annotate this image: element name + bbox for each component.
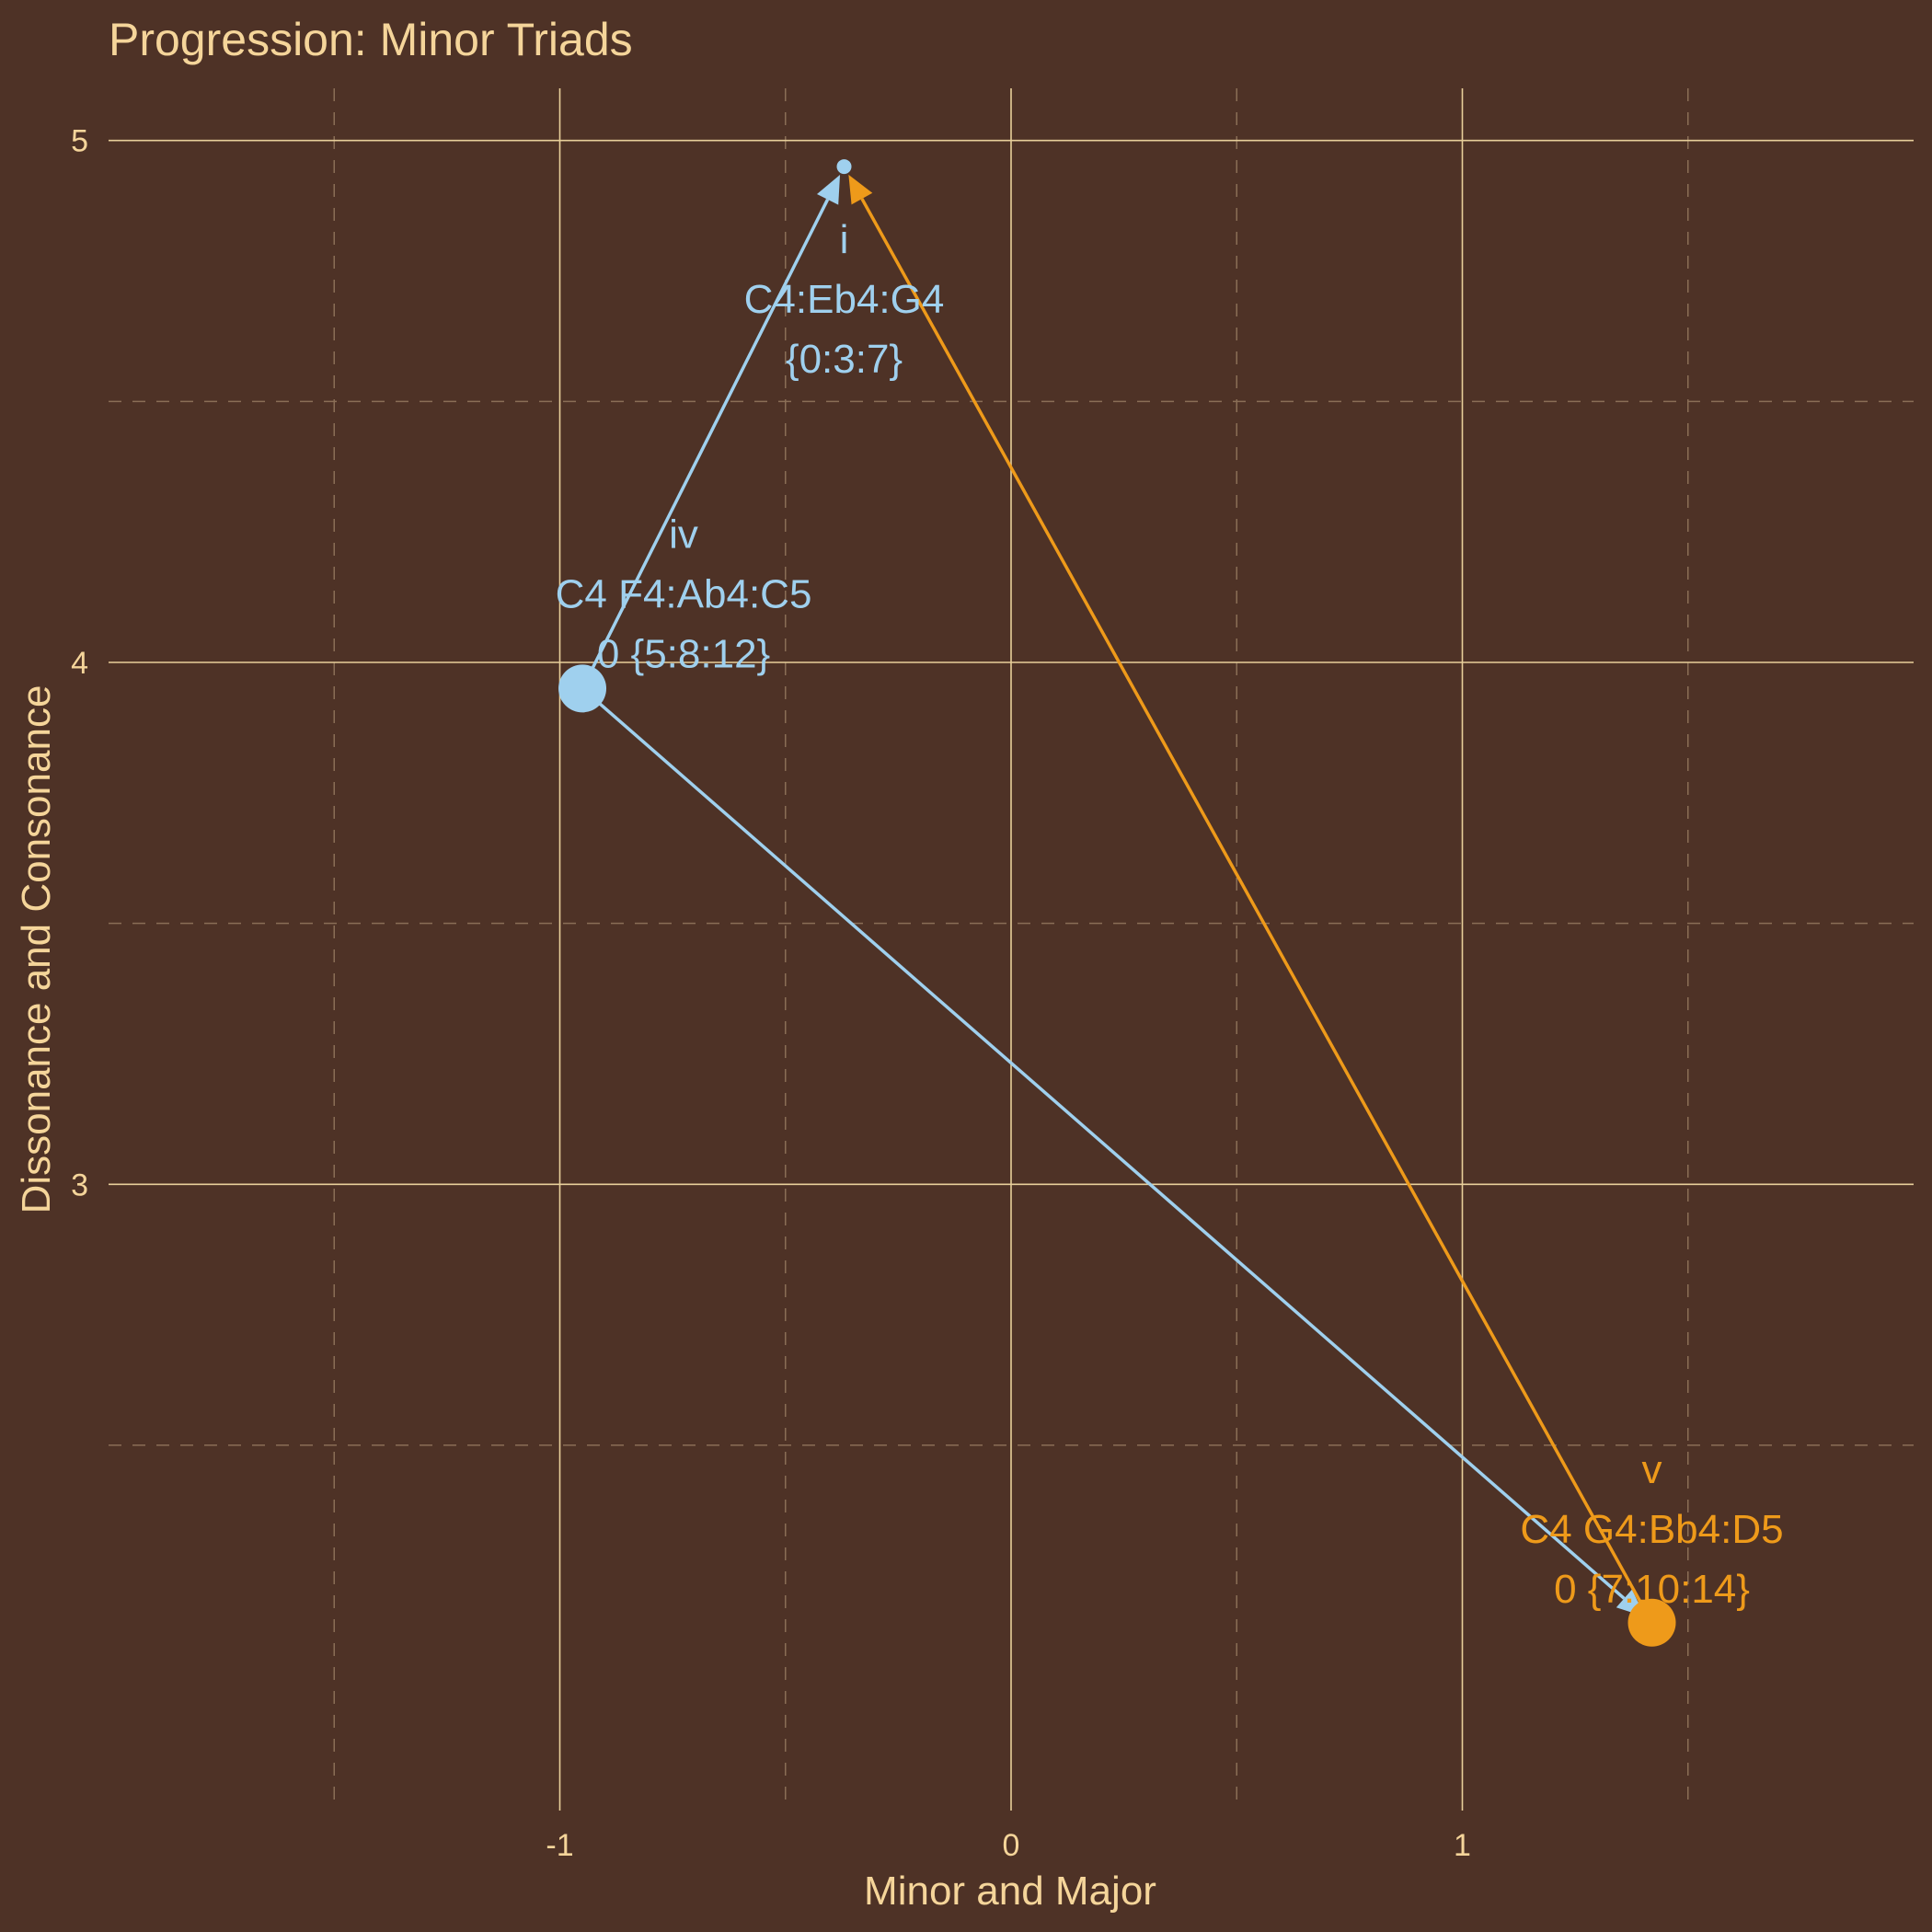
arrow-iv-to-v: [581, 687, 1626, 1600]
arrow-v-to-i: [860, 198, 1654, 1624]
arrowhead-iv-to-i: [816, 175, 841, 205]
chord-label-i-line-3: {0:3:7}: [786, 337, 903, 382]
chord-label-i-line-1: i: [840, 217, 849, 262]
chord-label-v-line-3: 0 {7:10:14}: [1554, 1567, 1750, 1612]
chord-label-iv-line-1: iv: [669, 512, 698, 557]
tick-labels: -1 0 1 3 4 5: [71, 124, 1471, 1863]
y-tick-label: 4: [71, 646, 88, 681]
x-tick-label: 0: [1003, 1828, 1020, 1863]
chord-point-i: [836, 159, 852, 175]
points: [558, 159, 1676, 1647]
x-tick-label: -1: [546, 1828, 573, 1863]
chord-label-v-line-1: v: [1642, 1447, 1662, 1492]
chord-label-iv-line-3: 0 {5:8:12}: [597, 631, 770, 676]
chord-point-v: [1627, 1598, 1676, 1647]
point-labels: i C4:Eb4:G4 {0:3:7} iv C4 F4:Ab4:C5 0 {5:8:12…: [556, 217, 1784, 1612]
arrowhead-v-to-i: [848, 174, 873, 205]
x-tick-label: 1: [1454, 1828, 1471, 1863]
chord-label-iv-line-2: C4 F4:Ab4:C5: [556, 571, 812, 616]
y-tick-label: 5: [71, 124, 88, 159]
chord-label-i-line-2: C4:Eb4:G4: [744, 277, 945, 322]
y-axis-title: Dissonance and Consonance: [14, 685, 59, 1214]
chord-label-v-line-2: C4 G4:Bb4:D5: [1520, 1507, 1783, 1552]
x-axis-title: Minor and Major: [864, 1869, 1156, 1914]
y-tick-label: 3: [71, 1167, 88, 1202]
chart-title: Progression: Minor Triads: [109, 14, 633, 65]
arrow-iv-to-i: [581, 199, 830, 690]
grid: [109, 88, 1914, 1811]
chord-point-iv: [558, 664, 607, 713]
